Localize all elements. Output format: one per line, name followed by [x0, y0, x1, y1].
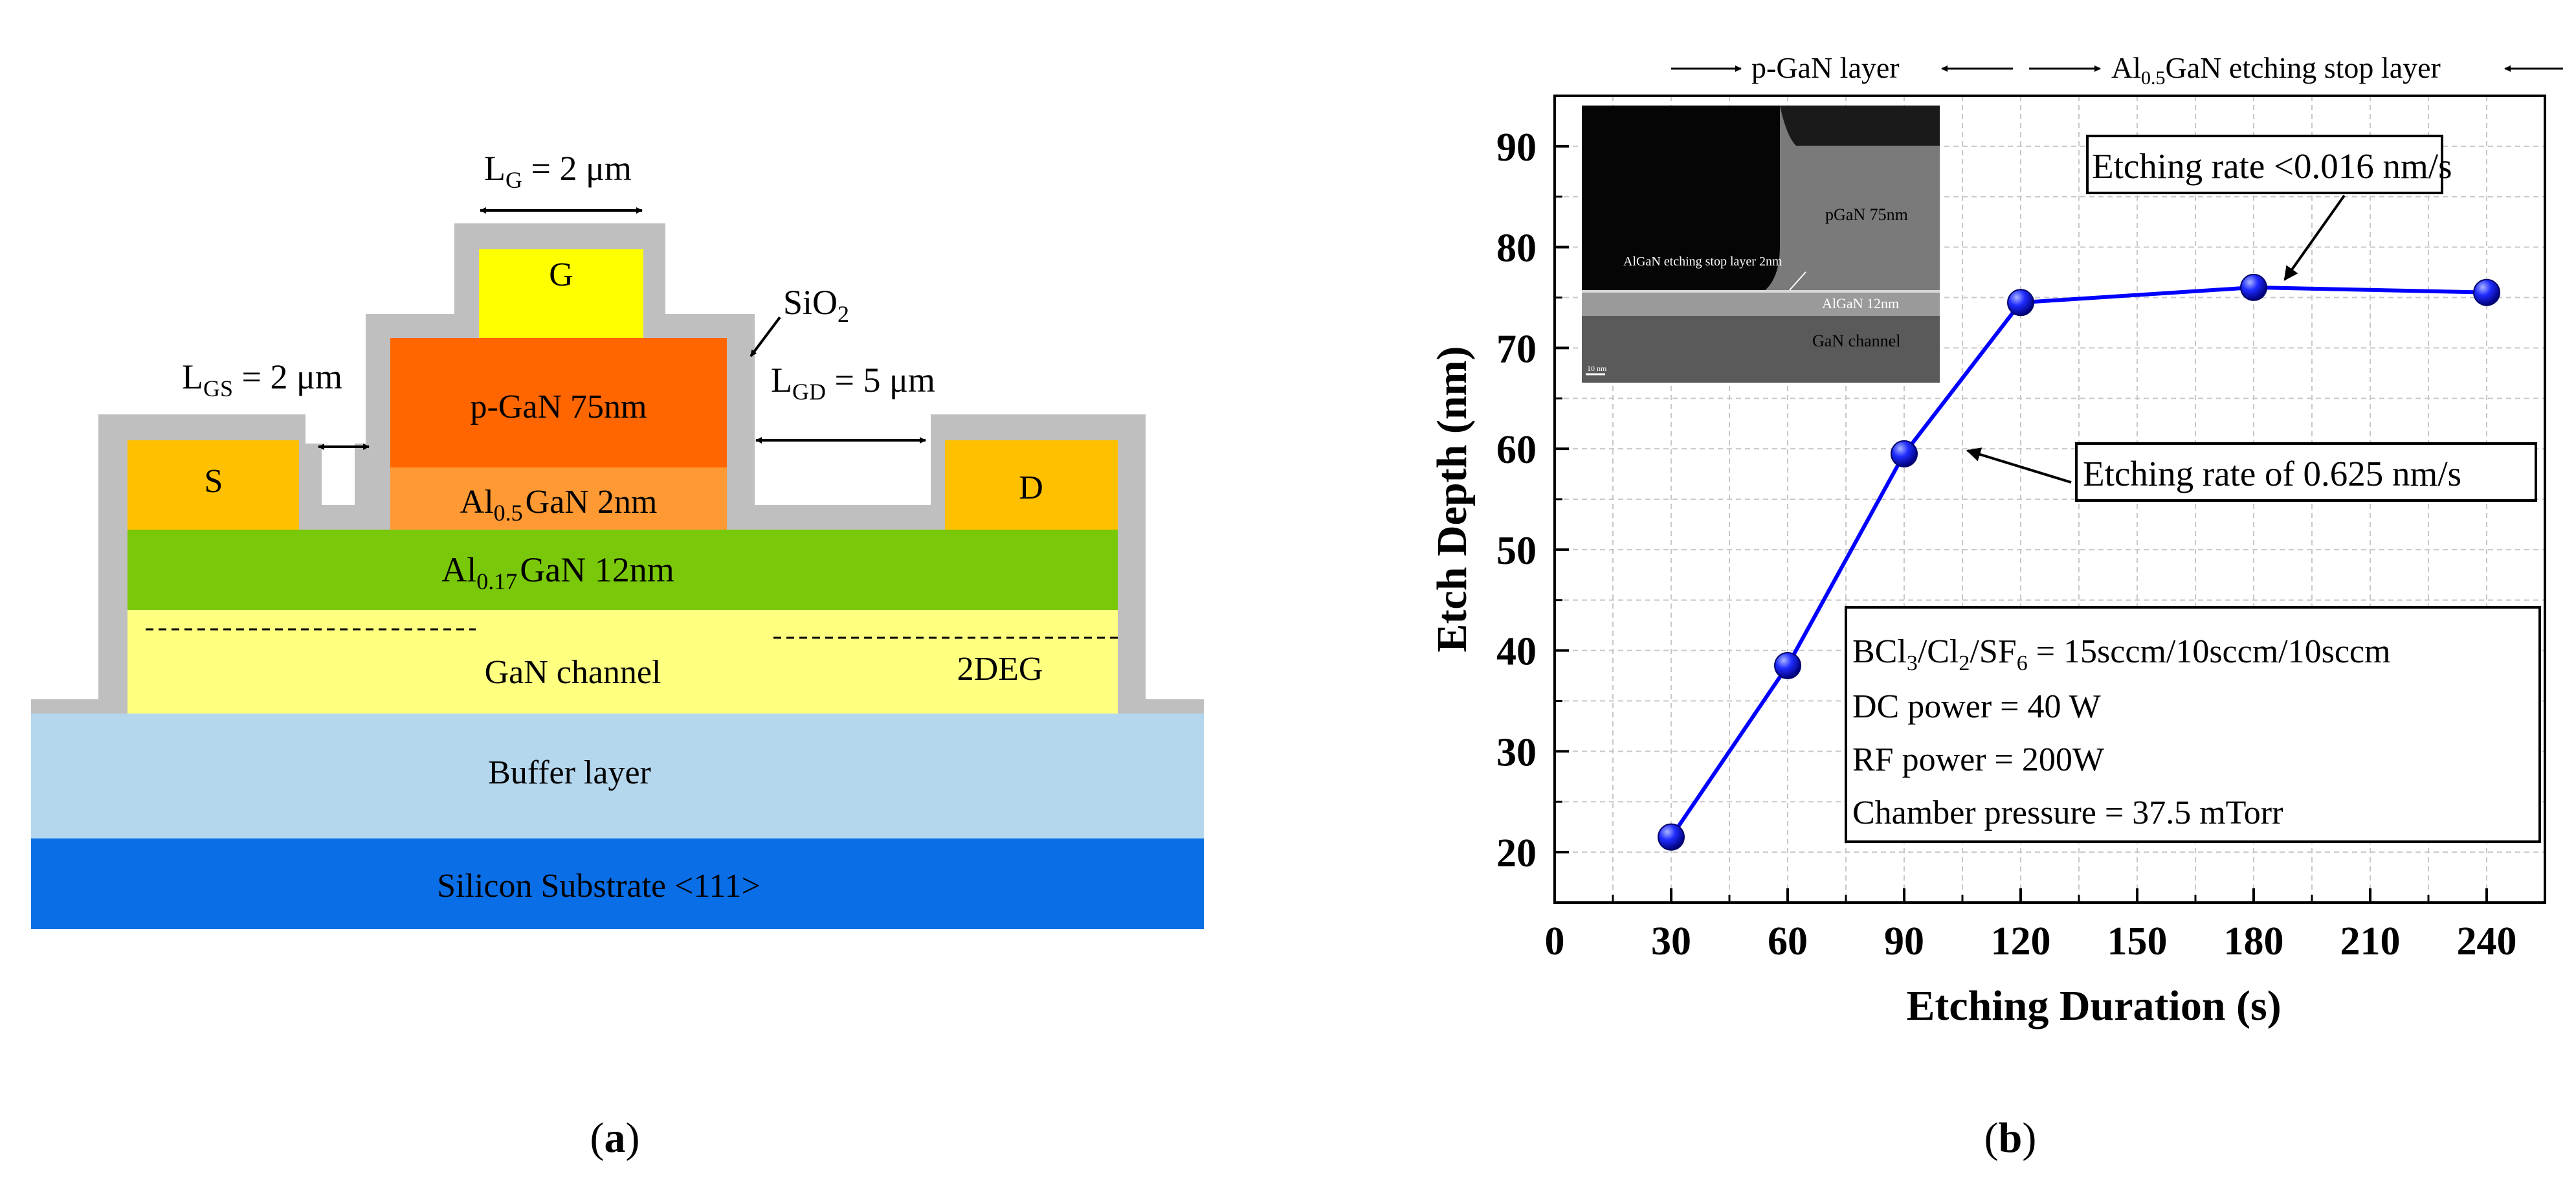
x-tick-label: 30	[1651, 919, 1691, 963]
x-tick-label: 150	[2107, 919, 2168, 963]
data-point	[1891, 440, 1918, 467]
source-contact	[128, 440, 299, 530]
barrier-layer	[128, 530, 1118, 610]
tem-inset: pGaN 75nm AlGaN etching stop layer 2nm A…	[1582, 106, 1940, 383]
tick-labels: 0 30 60 90 120 150 180 210 240 20 30 40 50 60 70 80 90	[1496, 126, 2517, 963]
lgs-label: LGS = 2 μm	[182, 357, 342, 401]
axis-ticks	[1553, 144, 2488, 903]
data-point	[1774, 651, 1801, 679]
y-tick-label: 30	[1496, 730, 1537, 774]
substrate-label: Silicon Substrate <111>	[437, 868, 761, 905]
x-tick-label: 120	[1991, 919, 2051, 963]
x-tick-label: 90	[1884, 919, 1924, 963]
inset-channel-label: GaN channel	[1812, 332, 1900, 350]
sio2-label: SiO2	[783, 283, 849, 327]
caption-b: (b)	[1984, 1114, 2037, 1162]
series-line	[1669, 285, 2487, 838]
y-tick-label: 70	[1496, 327, 1537, 371]
data-point	[2240, 273, 2267, 301]
data-point	[1658, 823, 1685, 851]
y-axis-title: Etch Depth (nm)	[1428, 346, 1476, 653]
channel-layer	[128, 610, 1118, 714]
buffer-label: Buffer layer	[488, 754, 651, 791]
pgan-label: p-GaN 75nm	[471, 388, 647, 425]
callout-high-rate-text: Etching rate of 0.625 nm/s	[2083, 454, 2461, 493]
callout-low-rate-text: Etching rate <0.016 nm/s	[2092, 146, 2452, 186]
x-tick-label: 180	[2224, 919, 2284, 963]
x-tick-label: 60	[1768, 919, 1808, 963]
data-point	[2007, 289, 2034, 317]
inset-stop-label: AlGaN etching stop layer 2nm	[1623, 254, 1782, 269]
x-axis-title: Etching Duration (s)	[1906, 982, 2281, 1029]
inset-pgan-label: pGaN 75nm	[1825, 205, 1908, 224]
rf-power-text: RF power = 200W	[1852, 741, 2104, 778]
algan-cap-label: Al0.5GaN 2nm	[460, 484, 658, 526]
top-region-labels: p-GaN layer Al0.5GaN etching stop layer	[1671, 51, 2563, 89]
lg-label: LG = 2 μm	[484, 149, 632, 193]
callout-low-rate-arrow	[2283, 194, 2346, 281]
algan-cap-layer	[390, 467, 727, 530]
dc-power-text: DC power = 40 W	[1852, 688, 2101, 725]
data-point	[2473, 278, 2500, 306]
etch-depth-chart: 0 30 60 90 120 150 180 210 240 20 30 40 50 60 70 80 90 E…	[1428, 51, 2563, 1029]
inset-scale-label: 10 nm	[1587, 364, 1607, 373]
caption-a: (a)	[590, 1114, 640, 1162]
inset-algan-label: AlGaN 12nm	[1822, 295, 1899, 311]
x-tick-label: 0	[1545, 919, 1565, 963]
barrier-label: Al0.17GaN 12nm	[441, 550, 674, 594]
x-tick-label: 240	[2457, 919, 2517, 963]
drain-label: D	[1019, 469, 1043, 506]
callout-low-rate: Etching rate <0.016 nm/s	[2086, 135, 2452, 281]
substrate-layer	[31, 838, 1204, 929]
gate-label: G	[549, 256, 573, 293]
data-series	[1658, 273, 2500, 851]
y-tick-label: 80	[1496, 227, 1537, 271]
pgan-layer	[390, 338, 727, 467]
device-cross-section: G p-GaN 75nm Al0.5GaN 2nm Al0.17GaN 12nm…	[31, 149, 1204, 929]
channel-label: GaN channel	[485, 654, 661, 691]
source-label: S	[205, 463, 223, 500]
stop-layer-label: Al0.5GaN etching stop layer	[2111, 51, 2441, 89]
2deg-label: 2DEG	[957, 651, 1043, 688]
gate-metal	[479, 249, 643, 338]
x-tick-label: 210	[2340, 919, 2401, 963]
callout-high-rate-arrow	[1966, 447, 2072, 484]
pressure-text: Chamber pressure = 37.5 mTorr	[1852, 794, 2283, 831]
pgan-layer-label: p-GaN layer	[1751, 51, 1900, 84]
process-conditions-box: BCl3/Cl2/SF6 = 15sccm/10sccm/10sccm DC p…	[1845, 606, 2541, 843]
buffer-layer	[31, 714, 1204, 838]
y-tick-label: 50	[1496, 529, 1537, 573]
y-tick-label: 40	[1496, 630, 1537, 674]
y-tick-label: 20	[1496, 831, 1537, 875]
y-tick-label: 60	[1496, 428, 1537, 472]
lgd-label: LGD = 5 μm	[771, 361, 935, 405]
y-tick-label: 90	[1496, 126, 1537, 170]
gas-flow-text: BCl3/Cl2/SF6 = 15sccm/10sccm/10sccm	[1852, 633, 2390, 675]
callout-high-rate: Etching rate of 0.625 nm/s	[1966, 442, 2537, 502]
drain-contact	[945, 440, 1118, 530]
sio2-pointer	[749, 316, 781, 357]
